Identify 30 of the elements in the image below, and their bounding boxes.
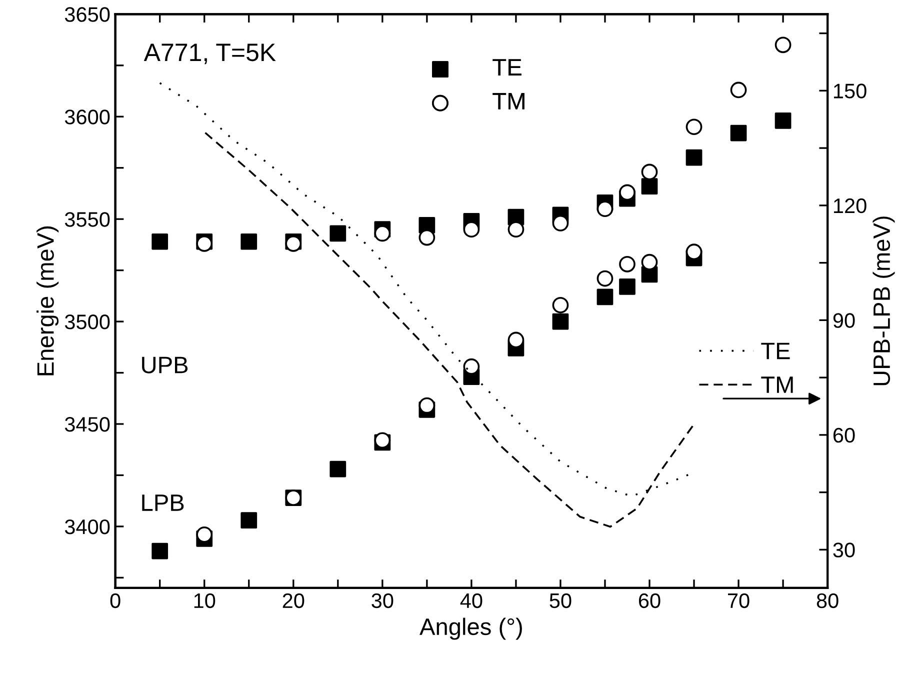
x-tick-label: 20 [282,593,304,608]
legend-label: TE [492,59,522,76]
annotation: LPB [142,494,184,511]
y2-axis-title: UPB-LPB (meV) [872,216,895,386]
legend-label: TE [761,342,790,360]
y2-tick-label: 60 [833,428,855,443]
x-tick-label: 80 [816,593,838,608]
y2-tick-label: 120 [834,198,866,214]
y-tick-label: 3550 [64,212,110,227]
x-tick-label: 50 [550,593,572,608]
y-tick-label: 3400 [64,519,110,534]
legend-label: TM [492,93,524,110]
x-axis-title: Angles (°) [420,618,522,640]
y2-tick-label: 150 [834,84,866,98]
legend-label: TM [761,376,793,393]
x-tick-label: 60 [638,593,660,608]
y-tick-label: 3650 [64,7,110,22]
x-tick-label: 40 [460,593,482,608]
annotation: A771, T=5K [144,44,276,64]
y2-tick-label: 90 [833,313,855,328]
y-axis-title: Energie (meV) [36,226,59,376]
x-tick-label: 30 [372,593,394,608]
x-tick-label: 0 [110,593,120,608]
y-tick-label: 3600 [64,110,110,124]
x-tick-label: 70 [728,593,750,608]
y-tick-label: 3500 [64,314,110,330]
y-tick-label: 3450 [64,417,110,432]
annotation: UPB [142,356,188,374]
x-tick-label: 10 [194,593,216,608]
y2-tick-label: 30 [833,542,855,558]
